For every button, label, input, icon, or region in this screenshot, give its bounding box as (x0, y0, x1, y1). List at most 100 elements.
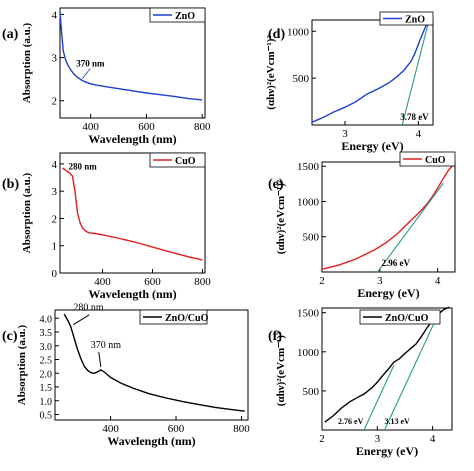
y-tick-label: 1500 (297, 161, 320, 173)
y-tick-label: 1.5 (40, 383, 53, 394)
x-tick-label: 600 (168, 423, 185, 435)
legend: ZnO (149, 7, 206, 23)
y-axis-label: Absorption (a.u.) (21, 172, 33, 253)
y-axis-label: (αhν)²(eVcm⁻¹)² (265, 35, 277, 110)
plot-frame (59, 152, 206, 274)
legend-box (379, 11, 434, 26)
legend-label: ZnO/CuO (165, 313, 209, 324)
y-tick-label: 1500 (297, 308, 320, 320)
annotation-label: 2.96 eV (382, 258, 411, 268)
panel-e: 2 3 4 500 1000 1500 Energy (eV) (αhν)²(eVcm⁻¹)²… (268, 151, 456, 300)
panel-label: (b) (2, 177, 19, 192)
annotation-leader (81, 68, 91, 79)
x-tick-label: 4 (416, 128, 422, 140)
panel-label: (d) (268, 27, 285, 42)
legend-label: CuO (175, 156, 196, 167)
legend: ZnO/CuO (359, 309, 441, 325)
plot-frame (321, 161, 456, 273)
panel-d: 3 4 500 1000 Energy (eV) (αhν)²(eVcm⁻¹)²(d) Zn… (265, 11, 434, 153)
series-line-zno (311, 21, 429, 123)
legend: ZnO (379, 11, 434, 26)
legend-label: CuO (425, 155, 446, 166)
legend-label: ZnO (405, 15, 425, 26)
legend-box (139, 309, 208, 325)
y-tick-label: 1000 (297, 196, 320, 208)
panel-f: 2 3 4 500 1000 1500 Energy (eV) (αhν)²(eVcm⁻¹)²… (268, 306, 453, 458)
legend-box (399, 151, 456, 167)
legend-label: ZnO (175, 11, 195, 22)
panel-c: 400 600 800 0.5 1.0 1.5 2.0 2.5 3.0 3.5 4.0 Wavelen… (2, 303, 250, 448)
y-axis-label: (αhν)²(eVcm⁻¹)² (275, 179, 287, 254)
y-tick-label: 4 (52, 9, 58, 21)
x-tick-label: 800 (194, 276, 211, 288)
x-tick-label: 4 (430, 433, 436, 445)
y-tick-label: 2 (52, 213, 58, 225)
legend: CuO (399, 151, 456, 167)
tangent-line (363, 364, 395, 431)
annotation-label: 370 nm (91, 340, 122, 351)
x-tick-label: 400 (82, 121, 99, 133)
x-axis-label: Energy (eV) (357, 286, 419, 300)
series-line-zno-cuo (324, 306, 450, 423)
panel-label: (c) (2, 329, 18, 344)
y-tick-label: 2 (52, 96, 58, 108)
x-axis-label: Wavelength (nm) (88, 287, 176, 301)
x-axis-label: Wavelength (nm) (88, 132, 176, 146)
panel-a: 400 600 800 2 3 4 Wavelength (nm) Absorption (a… (2, 7, 211, 146)
legend: CuO (149, 152, 206, 168)
legend: ZnO/CuO (139, 309, 209, 325)
legend-box (149, 7, 206, 23)
x-tick-label: 4 (435, 275, 441, 287)
y-axis-label: (αhν)²(eVcm⁻¹)² (275, 331, 287, 406)
y-axis-label: Absorption (a.u.) (21, 22, 33, 103)
series-line-zno (59, 12, 203, 101)
annotation-arrow (73, 314, 90, 326)
tangent-line (401, 21, 430, 126)
x-tick-label: 800 (194, 121, 211, 133)
x-tick-label: 3 (375, 433, 381, 445)
annotation-label: 280 nm (69, 161, 98, 171)
x-tick-label: 600 (138, 121, 155, 133)
annotation-arrow (98, 351, 102, 368)
legend-label: ZnO/CuO (385, 313, 429, 324)
x-tick-label: 2 (319, 275, 325, 287)
x-axis-label: Energy (eV) (341, 139, 403, 153)
y-tick-label: 3.0 (40, 342, 53, 353)
y-tick-label: 1000 (297, 347, 320, 359)
series-line-cuo (62, 167, 203, 261)
x-axis-label: Energy (eV) (356, 444, 418, 458)
x-tick-label: 3 (377, 275, 383, 287)
tangent-line (377, 182, 444, 273)
plot-frame (321, 307, 453, 431)
x-tick-label: 400 (94, 276, 111, 288)
legend-box (359, 309, 441, 325)
plot-frame (59, 7, 206, 119)
y-tick-label: 1 (52, 241, 58, 253)
y-tick-label: 0 (52, 268, 58, 280)
panel-label: (a) (2, 27, 19, 42)
annotation-label: 3.78 eV (400, 112, 429, 122)
y-tick-label: 3.5 (40, 328, 53, 339)
y-tick-label: 500 (303, 386, 320, 398)
y-tick-label: 500 (303, 232, 320, 244)
x-tick-label: 2 (319, 433, 325, 445)
annotation-label: 3.13 eV (385, 417, 411, 426)
y-tick-label: 2.0 (40, 369, 53, 380)
annotation-label: 2.76 eV (338, 417, 364, 426)
y-tick-label: 2.5 (40, 356, 53, 367)
panel-label: (f) (268, 329, 282, 344)
plot-frame (311, 19, 434, 126)
y-tick-label: 4.0 (40, 314, 53, 325)
x-axis-label: Wavelength (nm) (107, 434, 195, 448)
y-tick-label: 500 (293, 73, 310, 85)
y-tick-label: 3 (52, 53, 58, 65)
y-tick-label: 4 (52, 159, 58, 171)
y-tick-label: 1000 (287, 26, 310, 38)
x-tick-label: 600 (144, 276, 161, 288)
x-tick-label: 800 (233, 423, 250, 435)
y-tick-label: 0.5 (40, 411, 53, 422)
annotation-label: 280 nm (73, 303, 104, 314)
x-tick-label: 400 (102, 423, 119, 435)
series-line-cuo (321, 164, 455, 270)
